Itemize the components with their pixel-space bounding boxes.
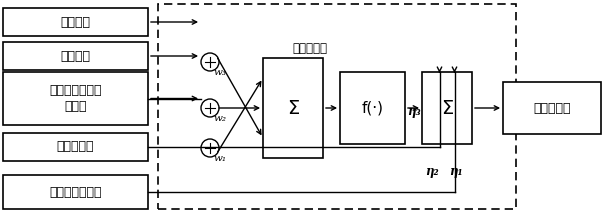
Text: 优先级分析: 优先级分析	[292, 42, 327, 55]
Text: η₁: η₁	[449, 165, 463, 178]
Text: Σ: Σ	[441, 98, 453, 118]
Bar	[3, 133, 148, 161]
Text: w₃: w₃	[213, 68, 226, 77]
Text: w₁: w₁	[213, 154, 226, 163]
Bar	[503, 82, 601, 134]
Text: 目标角速度、角
加速度: 目标角速度、角 加速度	[49, 84, 102, 113]
Text: 目标属性: 目标属性	[60, 16, 91, 29]
Bar	[3, 8, 148, 36]
Text: 目标频率: 目标频率	[60, 49, 91, 62]
Text: η₂: η₂	[425, 165, 439, 178]
Bar	[3, 42, 148, 70]
Text: w₂: w₂	[213, 114, 226, 123]
Bar	[158, 4, 516, 209]
Text: 任务截止期: 任务截止期	[57, 140, 94, 154]
Bar	[3, 72, 148, 125]
Text: 工作方式优先级: 工作方式优先级	[49, 186, 102, 199]
Bar	[263, 58, 323, 158]
Text: η₃: η₃	[407, 105, 420, 119]
Bar	[340, 72, 405, 144]
Bar	[422, 72, 472, 144]
Text: Σ: Σ	[287, 98, 299, 118]
Text: f(·): f(·)	[362, 100, 384, 116]
Bar	[3, 175, 148, 209]
Text: 综合优先级: 综合优先级	[533, 102, 571, 114]
